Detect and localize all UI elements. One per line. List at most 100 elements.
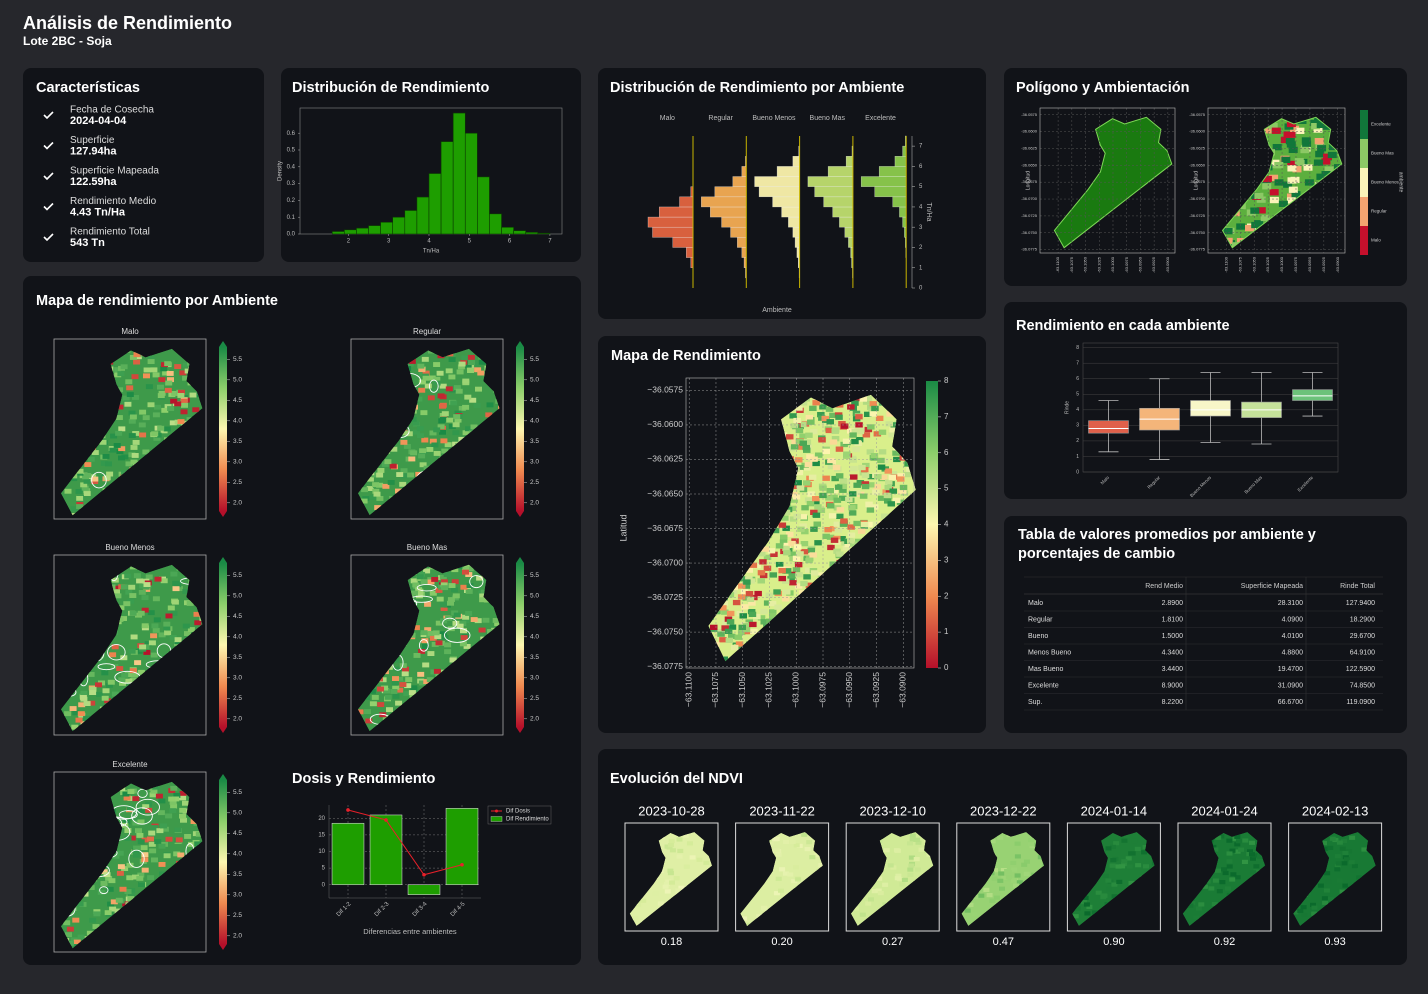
colorbar-extend [219,774,227,780]
field-cell [855,437,864,443]
field-cell [909,837,916,842]
field-cell [719,605,727,611]
field-cell [419,462,427,468]
field-cell [781,596,790,602]
field-cell [856,428,865,435]
field-cell [141,837,149,843]
colorbar-label: 1 [944,627,949,636]
field-cell [110,433,118,439]
field-cell [111,644,119,650]
field-cell [768,600,777,607]
field-cell [139,644,147,650]
ndvi-frame [1177,822,1272,932]
field-cell [1288,146,1298,153]
field-cell [734,634,742,640]
field-cell [749,621,757,628]
x-tick-label: -63.0925 [1321,256,1326,273]
field-cell [1287,197,1296,204]
field-cell [640,898,647,903]
field-cell [441,448,449,454]
field-cell [859,493,868,499]
y-tick-label: −36.0650 [647,488,683,498]
field-cell [169,808,177,814]
x-tick-label: -63.0950 [1307,256,1312,273]
field-cell [865,901,872,906]
field-cell [122,791,130,797]
field-cell [1234,875,1241,880]
field-cell [426,677,434,683]
colorbar-label: 6 [944,448,949,457]
field-cell [395,488,402,494]
field-cell [165,813,173,819]
field-cell [120,655,128,661]
colorbar-label: 5.0 [233,593,242,600]
ndvi-frame [624,822,719,932]
field-cell [786,531,794,538]
field-cell [908,855,915,860]
x-tick-label: −63.1075 [710,672,720,708]
ndvi-value: 0.20 [771,936,792,948]
field-cell [102,454,110,459]
field-cell [915,867,921,872]
field-cell [1274,179,1284,186]
field-cell [817,412,825,418]
hist-bar [647,216,694,228]
field-cell [172,796,180,802]
field-cell [412,420,420,426]
field-cell [1101,893,1108,898]
field-cell [66,926,74,932]
field-cell [473,403,481,408]
field-cell [127,796,135,801]
field-cell [825,495,833,501]
field-cell [1311,911,1318,916]
y-tick-label: 2 [1076,438,1079,444]
field-cell [448,374,456,380]
field-cell [1230,872,1237,877]
field-cell [127,892,135,898]
colorbar-label: 3.0 [530,675,539,682]
field-cell [1348,860,1355,865]
field-cell [181,402,188,408]
field-cell [179,795,187,801]
field-cell [1235,839,1242,844]
field-cell [424,383,432,389]
y-tick-label: -36.0725 [1021,213,1038,218]
field-cell [439,383,447,389]
panel-title: Bueno Mas [407,543,447,552]
field-cell [783,589,791,595]
field-cell [170,803,178,809]
bar [440,141,454,235]
field-cell [1006,870,1012,875]
column-header: Superficie Mapeada [1241,583,1303,590]
field-cell [77,711,85,717]
field-cell [887,501,895,507]
item-label: Rendimiento Total [70,227,150,238]
field-cell [464,362,472,368]
ndvi-frame [845,822,940,932]
field-cell [1278,200,1288,207]
field-cell [132,796,140,802]
field-cell [154,404,161,410]
field-cell [124,889,132,894]
field-cell [785,516,793,522]
y-tick-label: 7 [919,144,923,150]
category-label: Excelente [865,115,896,122]
field-cell [125,379,133,385]
field-cell [487,629,495,634]
hist-bar [848,237,854,248]
colorbar-extend [219,341,227,347]
field-cell [853,490,861,496]
field-cell [137,819,145,825]
field-cell [147,359,155,364]
field-cell [859,912,866,917]
field-cell [78,702,86,708]
field-cell [444,649,452,655]
y-tick-label: 1 [1076,454,1079,460]
field-cell [1116,879,1123,884]
field-cell [145,574,153,580]
field-cell [141,857,149,863]
field-cell [133,359,141,365]
bar [407,884,441,895]
field-cell [411,590,418,596]
